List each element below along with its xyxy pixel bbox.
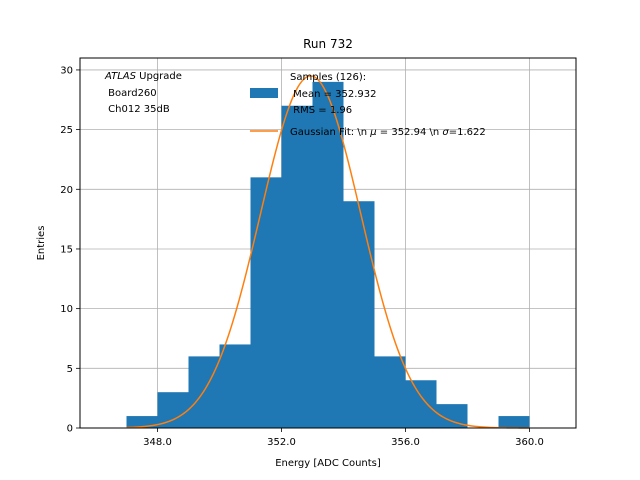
histogram-bar-0 xyxy=(126,416,158,428)
legend-fit-part-1: Gaussian Fit: \n xyxy=(290,127,370,138)
histogram-bar-5 xyxy=(281,105,313,428)
annotation-upgrade: Upgrade xyxy=(136,71,182,82)
histogram-bar-8 xyxy=(374,356,406,428)
gaussian-fit-line xyxy=(126,75,530,429)
legend-fit-label: Gaussian Fit: \n μ = 352.94 \n σ=1.622 xyxy=(290,127,486,138)
legend-fit-sigma: σ xyxy=(442,127,449,138)
plot-frame xyxy=(79,57,577,429)
histogram-bar-6 xyxy=(312,81,344,428)
legend-hist-swatch xyxy=(250,88,278,98)
y-tick-label-1: 5 xyxy=(67,364,73,375)
histogram-bar-4 xyxy=(250,177,282,428)
annotation-line-2: Board260 xyxy=(105,88,157,99)
y-tick-label-4: 20 xyxy=(60,185,73,196)
legend: Samples (126): Mean = 352.932 RMS = 1.96… xyxy=(250,72,486,138)
legend-hist-line-3: RMS = 1.96 xyxy=(290,105,352,116)
x-tick-label-0: 348.0 xyxy=(143,437,172,448)
histogram-bar-10 xyxy=(436,404,468,428)
gaussian-fit xyxy=(126,75,530,429)
legend-fit-mu: μ xyxy=(369,127,376,138)
annotation-box: ATLAS Upgrade Board260 Ch012 35dB xyxy=(104,71,182,115)
histogram-bar-7 xyxy=(343,201,375,428)
y-tick-label-0: 0 xyxy=(67,424,73,435)
annotation-line-3: Ch012 35dB xyxy=(105,104,170,115)
histogram-bar-9 xyxy=(405,380,437,428)
annotation-line-1: ATLAS Upgrade xyxy=(104,71,182,82)
histogram-bar-12 xyxy=(498,416,530,428)
y-tick-label-5: 25 xyxy=(60,125,73,136)
y-axis: 0 5 10 15 20 25 30 xyxy=(60,65,80,435)
x-axis: 348.0 352.0 356.0 360.0 xyxy=(143,428,544,448)
legend-fit-part-2: = 352.94 \n xyxy=(377,127,443,138)
y-tick-label-2: 10 xyxy=(60,304,73,315)
x-tick-label-3: 360.0 xyxy=(515,437,544,448)
x-axis-label: Energy [ADC Counts] xyxy=(275,458,381,469)
histogram-bar-1 xyxy=(157,392,189,428)
histogram-bars xyxy=(126,81,530,428)
chart-title: Run 732 xyxy=(303,37,353,51)
legend-hist-line-1: Samples (126): xyxy=(290,72,366,83)
histogram-bar-3 xyxy=(219,344,251,428)
x-tick-label-2: 356.0 xyxy=(391,437,420,448)
y-tick-label-3: 15 xyxy=(60,244,73,255)
annotation-atlas: ATLAS xyxy=(104,71,137,82)
legend-hist-line-2: Mean = 352.932 xyxy=(290,89,377,100)
y-tick-label-6: 30 xyxy=(60,65,73,76)
y-axis-label: Entries xyxy=(36,226,47,261)
x-tick-label-1: 352.0 xyxy=(267,437,296,448)
legend-fit-part-3: =1.622 xyxy=(449,127,486,138)
